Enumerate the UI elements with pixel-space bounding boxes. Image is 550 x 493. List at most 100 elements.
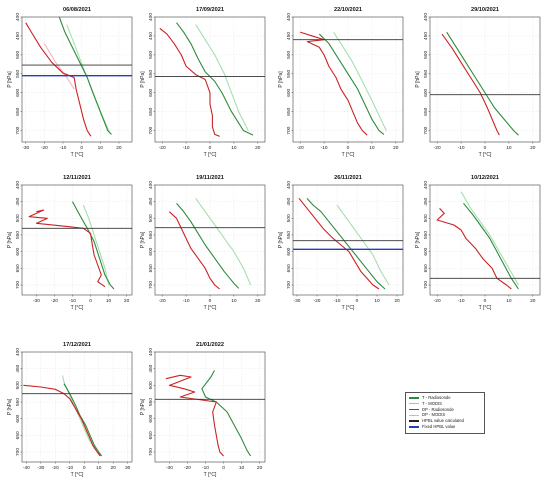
chart-title: 22/10/2021 [334, 7, 362, 13]
x-tick-label: 20 [255, 298, 261, 304]
plot-area [22, 17, 132, 137]
x-axis-label: T [°C] [204, 305, 217, 311]
plot-area [155, 22, 265, 137]
chart-panel: 06/08/2021 -30 -20 -10 0 10 20 400 450 500 550 600 6… [7, 7, 133, 158]
y-tick-label: 600 [148, 414, 154, 422]
x-tick-label: -10 [458, 145, 465, 151]
series-line-tmod [66, 24, 111, 133]
chart-panel: 26/11/2021 -30 -20 -10 0 10 20 400 450 500 550 600 6… [278, 175, 404, 311]
x-tick-label: 20 [255, 145, 261, 151]
x-tick-label: 0 [209, 145, 212, 151]
x-tick-label: 10 [231, 298, 237, 304]
x-tick-label: 20 [394, 298, 400, 304]
y-tick-label: 550 [148, 231, 154, 239]
y-tick-label: 700 [148, 281, 154, 289]
y-tick-label: 700 [286, 281, 292, 289]
y-tick-label: 650 [15, 431, 21, 439]
plot-area [430, 191, 540, 290]
y-tick-label: 500 [286, 51, 292, 59]
x-tick-label: -40 [23, 465, 30, 471]
series-line-dprad [168, 211, 220, 290]
chart-title: 29/10/2021 [471, 7, 499, 13]
legend-label: HPBL value calculated [422, 418, 464, 424]
chart-title: 17/12/2021 [63, 342, 91, 348]
series-line-trad [58, 17, 112, 135]
x-tick-label: -20 [51, 298, 58, 304]
chart-panel: 19/11/2021 -20 -10 0 10 20 400 450 500 550 600 650 7… [140, 175, 266, 311]
chart-title: 26/11/2021 [334, 175, 362, 181]
y-tick-label: 600 [423, 247, 429, 255]
y-tick-label: 600 [15, 88, 21, 96]
x-tick-label: 30 [125, 465, 131, 471]
x-tick-label: -20 [159, 145, 166, 151]
series-line-dprad [23, 384, 101, 457]
y-tick-label: 600 [148, 88, 154, 96]
plot-frame [21, 184, 133, 296]
y-tick-label: 700 [148, 126, 154, 134]
legend-swatch [409, 414, 419, 417]
x-tick-label: 10 [369, 145, 375, 151]
y-axis-label: P [hPa] [140, 231, 146, 248]
plot-area [22, 375, 132, 457]
x-axis-label: T [°C] [204, 152, 217, 158]
y-tick-label: 700 [15, 126, 21, 134]
y-tick-label: 450 [286, 197, 292, 205]
y-tick-label: 450 [148, 364, 154, 372]
x-tick-label: 10 [98, 145, 104, 151]
y-axis-label: P [hPa] [7, 231, 13, 248]
legend-item-dp-radiosonde: DP - Radiosonde [409, 407, 481, 413]
legend-swatch [409, 420, 419, 422]
x-tick-label: -20 [184, 465, 191, 471]
series-line-trad [176, 202, 240, 289]
series-line-dprad [436, 207, 512, 290]
chart-panel: 22/10/2021 -20 -10 0 10 20 400 450 500 550 600 650 7… [278, 7, 404, 158]
x-axis-label: T [°C] [479, 305, 492, 311]
y-tick-label: 700 [15, 281, 21, 289]
y-tick-label: 500 [423, 214, 429, 222]
x-tick-label: 0 [484, 145, 487, 151]
x-tick-label: -30 [33, 298, 40, 304]
chart-title: 06/08/2021 [63, 7, 91, 13]
plot-frame [21, 351, 133, 463]
x-tick-label: -10 [66, 465, 73, 471]
y-tick-label: 450 [15, 32, 21, 40]
y-tick-label: 600 [15, 414, 21, 422]
x-tick-label: -20 [314, 298, 321, 304]
series-line-trad [72, 201, 115, 290]
x-tick-label: 10 [506, 145, 512, 151]
y-tick-label: 450 [15, 197, 21, 205]
x-axis-label: T [°C] [479, 152, 492, 158]
x-tick-label: 10 [231, 145, 237, 151]
legend-label: T - MODIS [422, 400, 442, 406]
y-axis-label: P [hPa] [7, 398, 13, 415]
y-tick-label: 400 [15, 181, 21, 189]
series-line-tmod [460, 191, 519, 286]
legend-label: DP - MODIS [422, 412, 446, 418]
y-tick-label: 650 [286, 107, 292, 115]
x-axis-label: T [°C] [204, 472, 217, 478]
chart-panel: 12/11/2021 -30 -20 -10 0 10 20 400 450 500 550 600 6… [7, 175, 133, 311]
plot-area [22, 201, 132, 290]
plot-area [293, 31, 403, 136]
y-axis-label: P [hPa] [415, 71, 421, 88]
y-tick-label: 650 [148, 107, 154, 115]
x-tick-label: -20 [52, 465, 59, 471]
y-tick-label: 600 [148, 247, 154, 255]
y-tick-label: 400 [15, 348, 21, 356]
chart-title: 21/01/2022 [196, 342, 224, 348]
series-line-dprad [298, 197, 380, 290]
x-tick-label: -30 [294, 298, 301, 304]
series-line-dprad [300, 31, 368, 136]
series-line-tmod [195, 24, 249, 131]
y-tick-label: 700 [423, 281, 429, 289]
chart-title: 19/11/2021 [196, 175, 224, 181]
x-tick-label: 0 [222, 465, 225, 471]
y-tick-label: 550 [148, 398, 154, 406]
x-tick-label: 20 [116, 145, 122, 151]
y-tick-label: 650 [148, 264, 154, 272]
x-tick-label: 20 [393, 145, 399, 151]
x-tick-label: 20 [124, 298, 130, 304]
series-line-tmod [195, 198, 252, 286]
y-axis-label: P [hPa] [278, 231, 284, 248]
